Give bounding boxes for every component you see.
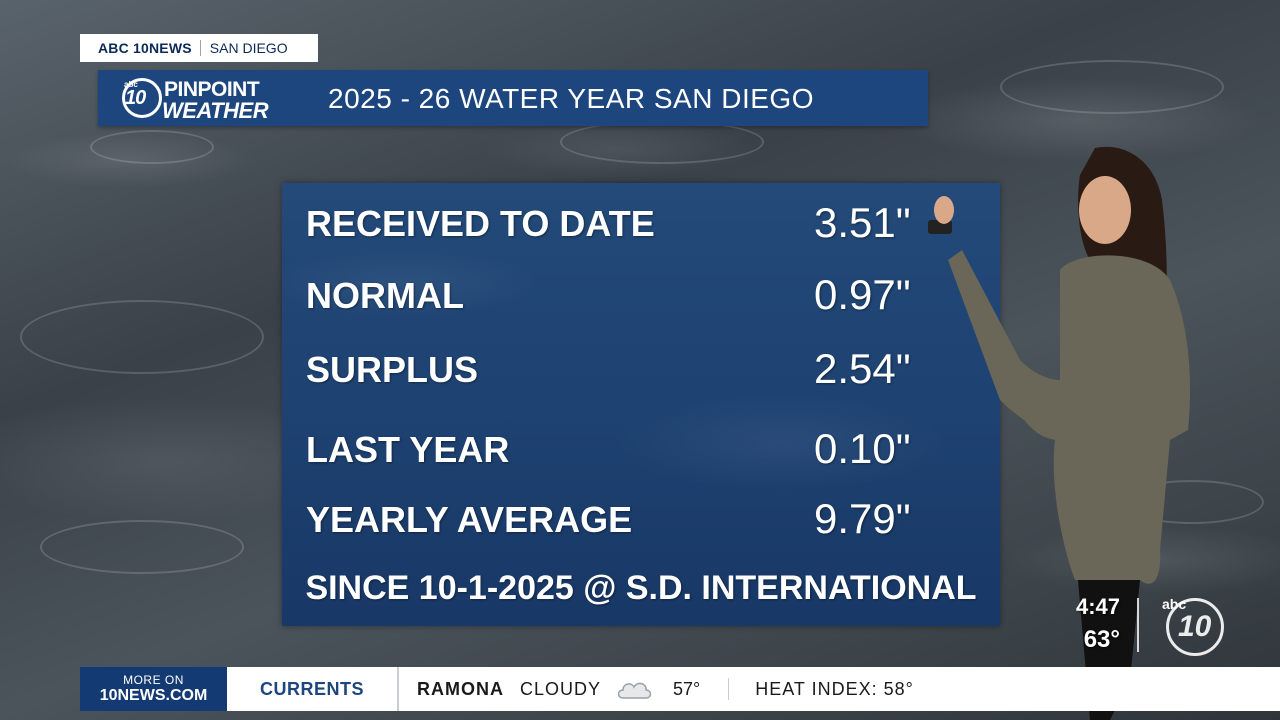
station-bug: ABC 10NEWS SAN DIEGO bbox=[80, 34, 318, 62]
row-label: NORMAL bbox=[306, 275, 464, 316]
row-label: YEARLY AVERAGE bbox=[306, 499, 633, 540]
ripple bbox=[90, 130, 214, 164]
row-label: LAST YEAR bbox=[306, 429, 510, 470]
page-title: 2025 - 26 WATER YEAR SAN DIEGO bbox=[328, 83, 814, 114]
ripple bbox=[560, 120, 764, 164]
logo-number: 10 bbox=[125, 87, 146, 109]
ripple bbox=[40, 520, 244, 574]
corner-logo-abc: abc bbox=[1162, 596, 1187, 612]
row-value: 0.97" bbox=[814, 271, 911, 318]
logo-line2: WEATHER bbox=[162, 98, 269, 123]
cloud-icon bbox=[617, 682, 652, 699]
rainfall-panel: RECEIVED TO DATE 3.51" NORMAL 0.97" SURP… bbox=[282, 183, 1000, 626]
row-received: RECEIVED TO DATE 3.51" bbox=[282, 199, 1000, 253]
row-last-year: LAST YEAR 0.10" bbox=[282, 425, 1000, 479]
corner-station-logo: abc 10 bbox=[1160, 596, 1226, 658]
row-yearly-average: YEARLY AVERAGE 9.79" bbox=[282, 495, 1000, 549]
current-conditions: RAMONA CLOUDY 57° HEAT INDEX: 58° bbox=[399, 667, 914, 711]
ripple bbox=[20, 300, 264, 374]
corner-logo-ring-icon bbox=[1166, 598, 1224, 656]
row-normal: NORMAL 0.97" bbox=[282, 271, 1000, 325]
current-temp: 63° bbox=[1083, 626, 1120, 653]
logo-ring-icon bbox=[122, 78, 162, 118]
heat-index: HEAT INDEX: 58° bbox=[755, 678, 914, 699]
conditions-temp: 57° bbox=[673, 678, 701, 699]
row-value: 3.51" bbox=[814, 199, 911, 246]
row-surplus: SURPLUS 2.54" bbox=[282, 345, 1000, 399]
bottom-ticker: MORE ON 10NEWS.COM CURRENTS RAMONA CLOUD… bbox=[80, 667, 1280, 711]
row-value: 0.10" bbox=[814, 425, 911, 472]
title-bar: abc 10 PINPOINT WEATHER 2025 - 26 WATER … bbox=[98, 70, 928, 126]
row-label: RECEIVED TO DATE bbox=[306, 203, 655, 244]
more-on-label: MORE ON bbox=[123, 673, 184, 687]
currents-label: CURRENTS bbox=[227, 667, 399, 711]
logo-abc: abc bbox=[124, 80, 138, 89]
clock-time: 4:47 bbox=[1075, 594, 1120, 619]
conditions-city: RAMONA bbox=[417, 678, 504, 699]
pinpoint-weather-logo: abc 10 PINPOINT WEATHER bbox=[122, 76, 282, 123]
logo-line1: PINPOINT bbox=[164, 78, 260, 101]
station-city: SAN DIEGO bbox=[209, 40, 288, 56]
ticker-divider bbox=[728, 678, 730, 700]
station-brand: ABC 10NEWS bbox=[98, 40, 192, 56]
since-note: SINCE 10-1-2025 @ S.D. INTERNATIONAL bbox=[305, 569, 977, 607]
corner-logo-number: 10 bbox=[1178, 610, 1212, 643]
clock-divider bbox=[1137, 598, 1139, 652]
row-label: SURPLUS bbox=[306, 349, 479, 390]
row-value: 9.79" bbox=[814, 495, 911, 542]
bug-divider bbox=[199, 40, 201, 56]
more-on-link[interactable]: MORE ON 10NEWS.COM bbox=[80, 667, 227, 711]
ripple bbox=[1000, 60, 1224, 114]
website-label: 10NEWS.COM bbox=[99, 687, 208, 704]
row-value: 2.54" bbox=[814, 345, 911, 392]
conditions-text: CLOUDY bbox=[520, 678, 602, 699]
